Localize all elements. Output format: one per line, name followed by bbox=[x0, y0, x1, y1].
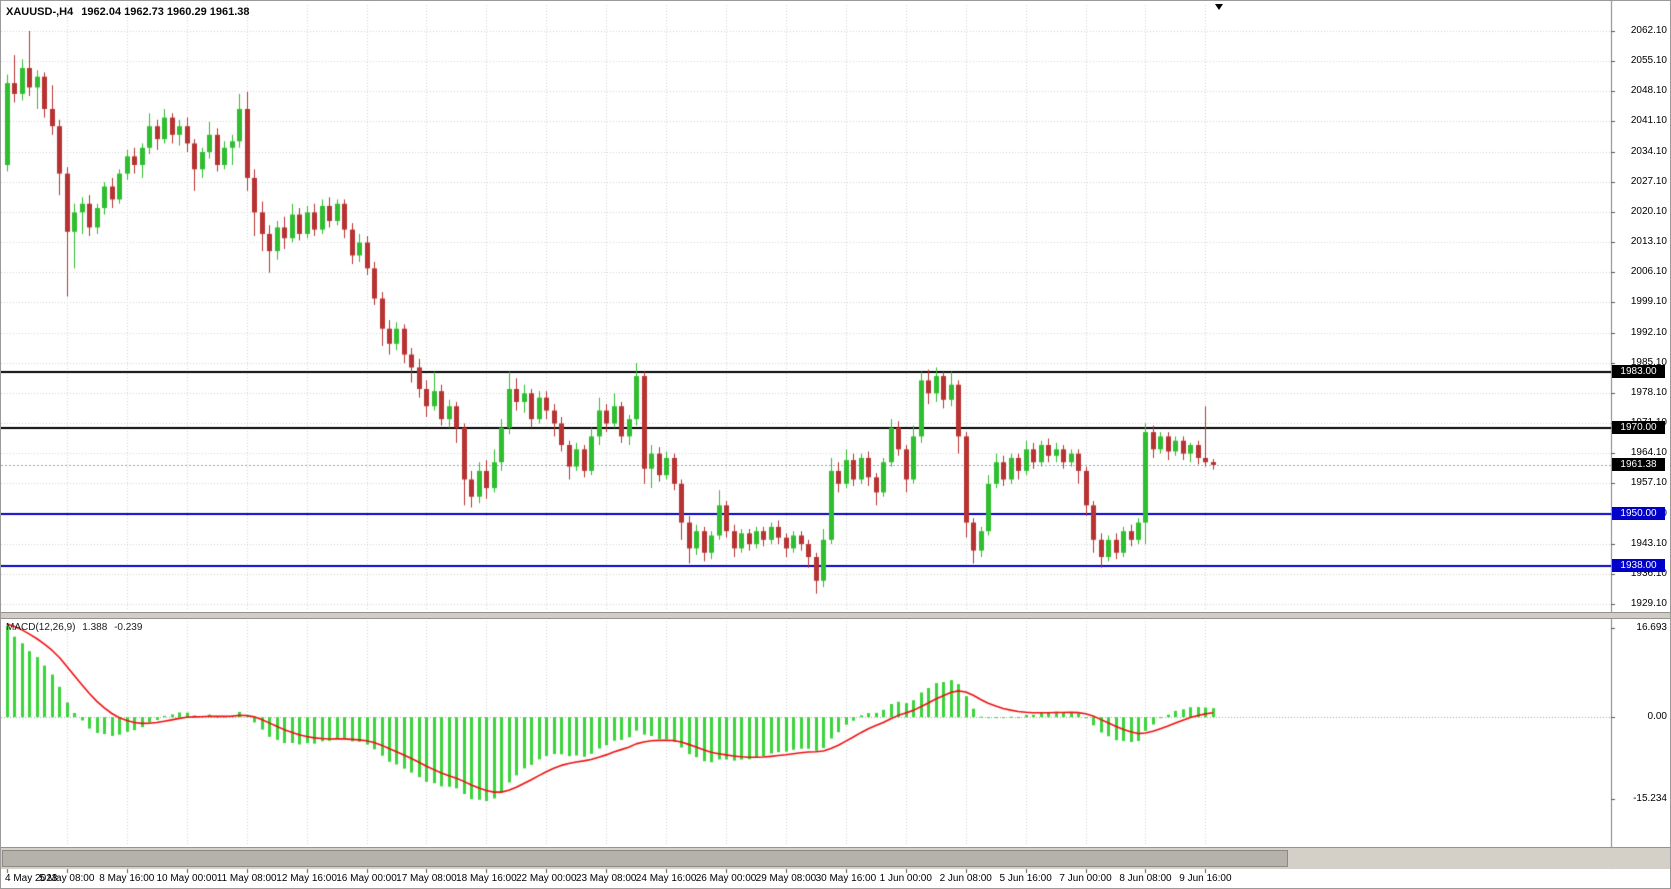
time-tick-label: 1 Jun 00:00 bbox=[879, 873, 932, 884]
time-tick-label: 8 Jun 08:00 bbox=[1119, 873, 1172, 884]
macd-tick-label: 16.693 bbox=[1636, 621, 1667, 633]
price-tick-label: 2006.10 bbox=[1630, 266, 1667, 278]
macd-indicator-label: MACD(12,26,9) 1.388 -0.239 bbox=[6, 622, 146, 633]
price-tick-label: 1929.10 bbox=[1630, 598, 1667, 609]
time-tick-label: 5 Jun 16:00 bbox=[999, 873, 1052, 884]
price-tick-label: 2013.10 bbox=[1630, 236, 1667, 248]
price-tick-label: 1992.10 bbox=[1630, 326, 1667, 338]
price-tick-label: 1964.10 bbox=[1630, 447, 1667, 459]
macd-signal-value: -0.239 bbox=[114, 622, 143, 633]
time-tick-label: 26 May 00:00 bbox=[695, 873, 757, 884]
time-tick-label: 29 May 08:00 bbox=[755, 873, 817, 884]
price-tick-label: 1978.10 bbox=[1630, 386, 1667, 398]
price-tick-label: 1936.10 bbox=[1630, 567, 1667, 579]
time-tick-label: 17 May 08:00 bbox=[396, 873, 457, 884]
price-level-badge[interactable]: 1970.00 bbox=[1612, 420, 1665, 434]
time-tick-label: 2 Jun 08:00 bbox=[939, 873, 992, 884]
time-tick-label: 23 May 08:00 bbox=[575, 873, 637, 884]
time-tick-label: 30 May 16:00 bbox=[815, 873, 877, 884]
price-tick-label: 2055.10 bbox=[1630, 55, 1667, 67]
price-tick-label: 2027.10 bbox=[1630, 175, 1667, 187]
symbol-timeframe-label: XAUUSD-,H4 bbox=[6, 6, 74, 18]
price-tick-label: 1957.10 bbox=[1630, 477, 1667, 489]
price-level-badge[interactable]: 1961.38 bbox=[1612, 457, 1665, 471]
time-tick-label: 4 May 2023 bbox=[5, 873, 58, 884]
time-tick-label: 5 May 08:00 bbox=[39, 873, 95, 884]
macd-main-value: 1.388 bbox=[82, 622, 108, 633]
ohlc-readout: 1962.04 1962.73 1960.29 1961.38 bbox=[81, 6, 250, 18]
time-tick-label: 7 Jun 00:00 bbox=[1059, 873, 1112, 884]
time-tick-label: 18 May 16:00 bbox=[456, 873, 517, 884]
time-tick-label: 22 May 00:00 bbox=[515, 873, 577, 884]
chart-title: XAUUSD-,H4 1962.04 1962.73 1960.29 1961.… bbox=[6, 6, 255, 18]
time-tick-label: 12 May 16:00 bbox=[276, 873, 337, 884]
price-level-badge[interactable]: 1938.00 bbox=[1612, 558, 1665, 572]
price-tick-label: 2048.10 bbox=[1630, 85, 1667, 97]
price-level-badge[interactable]: 1983.00 bbox=[1612, 364, 1665, 378]
panel-separator[interactable] bbox=[1, 612, 1670, 619]
scrollbar-thumb[interactable] bbox=[2, 850, 1288, 867]
time-tick-label: 10 May 00:00 bbox=[156, 873, 218, 884]
time-tick-label: 8 May 16:00 bbox=[99, 873, 155, 884]
price-tick-label: 2062.10 bbox=[1630, 25, 1667, 36]
time-tick-label: 9 Jun 16:00 bbox=[1179, 873, 1232, 884]
chart-shift-marker-icon[interactable] bbox=[1215, 4, 1223, 10]
price-level-badge[interactable]: 1950.00 bbox=[1612, 506, 1665, 520]
macd-tick-label: -15.234 bbox=[1633, 792, 1667, 804]
time-tick-label: 16 May 00:00 bbox=[336, 873, 397, 884]
macd-name-label: MACD(12,26,9) bbox=[6, 622, 76, 633]
price-tick-label: 2041.10 bbox=[1630, 115, 1667, 127]
time-tick-label: 11 May 08:00 bbox=[216, 873, 277, 884]
price-tick-label: 2020.10 bbox=[1630, 205, 1667, 217]
macd-tick-label: 0.00 bbox=[1647, 711, 1667, 723]
price-tick-label: 2034.10 bbox=[1630, 145, 1667, 157]
price-tick-label: 1943.10 bbox=[1630, 537, 1667, 549]
time-tick-label: 24 May 16:00 bbox=[635, 873, 697, 884]
price-tick-label: 1999.10 bbox=[1630, 296, 1667, 308]
price-tick-label: 1985.10 bbox=[1630, 356, 1667, 368]
horizontal-scrollbar[interactable] bbox=[1, 847, 1670, 869]
